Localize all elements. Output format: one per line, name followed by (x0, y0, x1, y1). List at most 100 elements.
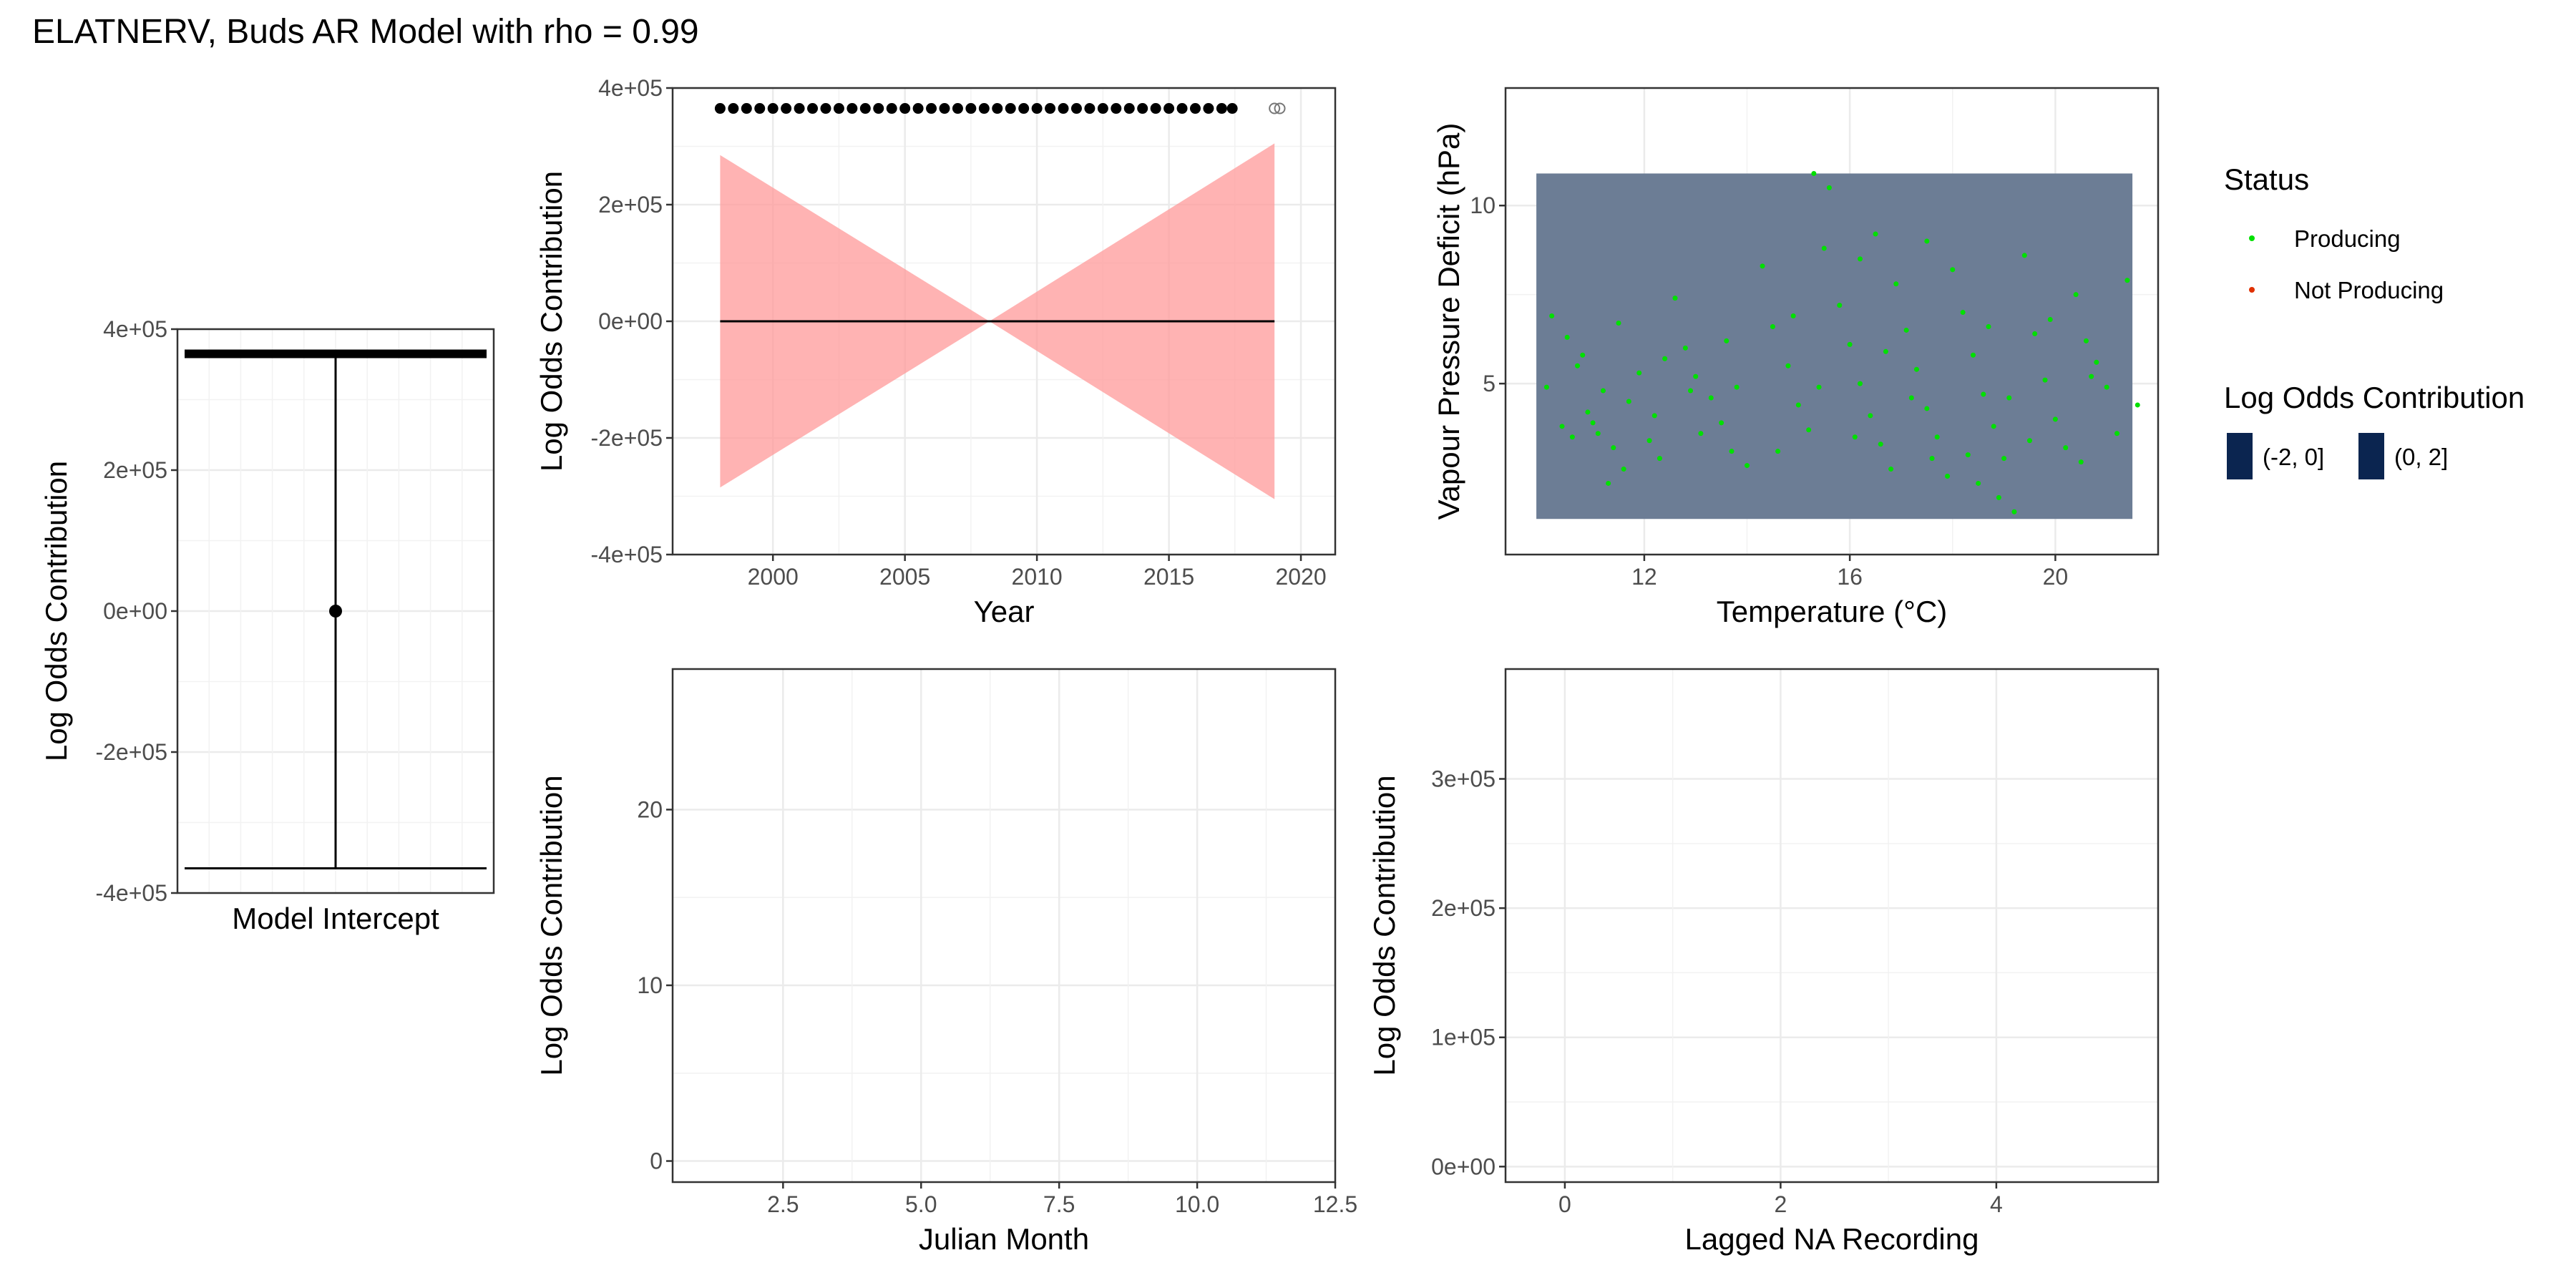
lagged-xtick-label: 2 (1774, 1191, 1787, 1217)
intercept-ytick-label: -4e+05 (95, 880, 167, 906)
temp-vpd-point (2001, 456, 2007, 462)
legend-neg-bin-key (2227, 433, 2253, 479)
temp-vpd-point (1908, 395, 1914, 401)
temp-vpd-point (1816, 384, 1822, 390)
year-rug-point (1058, 103, 1069, 114)
temp-vpd-point (1945, 474, 1951, 479)
year-y-axis-title: Log Odds Contribution (535, 171, 568, 472)
year-rug-point (728, 103, 739, 114)
temp-vpd-point (2032, 331, 2038, 336)
year-x-axis-title: Year (974, 595, 1035, 628)
year-xtick-label: 2005 (879, 564, 930, 590)
temp-vpd-point (1991, 424, 1996, 429)
year-rug-point (1018, 103, 1030, 114)
year-rug-point (965, 103, 977, 114)
lagged-x-axis-title: Lagged NA Recording (1685, 1222, 1979, 1256)
temp-vpd-point (2078, 459, 2084, 465)
year-rug-point (939, 103, 950, 114)
temp-vpd-point (1883, 348, 1888, 354)
year-rug-point (807, 103, 819, 114)
temp-vpd-point (1790, 313, 1796, 319)
temp-vpd-point (1719, 420, 1724, 426)
temp-vpd-point (1852, 434, 1858, 440)
temp-vpd-point (1729, 449, 1735, 454)
month-y-axis-title: Log Odds Contribution (535, 775, 568, 1075)
legend-producing-label: Producing (2294, 225, 2401, 252)
year-rug-point (1070, 103, 1082, 114)
temp-vpd-point (1559, 424, 1565, 429)
year-xtick-label: 2020 (1275, 564, 1326, 590)
year-rug-point (873, 103, 884, 114)
year-rug-point (833, 103, 844, 114)
legend-not-producing-label: Not Producing (2294, 277, 2444, 303)
temp-vpd-point (1580, 352, 1586, 358)
temp-vpd-point (1611, 445, 1616, 451)
temp-vpd-point (1616, 320, 1621, 326)
temp-vpd-point (1847, 341, 1853, 347)
temp-vpd-point (1934, 434, 1940, 440)
temp-vpd-point (1575, 363, 1581, 369)
temp-vpd-point (1775, 449, 1781, 454)
temp-vpd-point (1652, 413, 1657, 419)
temp-vpd-point (1590, 420, 1596, 426)
temp-vpd-point (1960, 310, 1966, 316)
month-ytick-label: 0 (650, 1148, 663, 1174)
year-rug-point (714, 103, 726, 114)
temp-vpd-point (1698, 431, 1704, 436)
year-rug-point (926, 103, 937, 114)
temp-vpd-point (1708, 395, 1714, 401)
temp-vpd-point (2021, 253, 2027, 258)
year-xtick-label: 2015 (1143, 564, 1194, 590)
temp-vpd-point (1636, 370, 1642, 376)
intercept-ytick-label: 4e+05 (103, 316, 167, 342)
figure-title: ELATNERV, Buds AR Model with rho = 0.99 (32, 13, 699, 51)
temp-vpd-point (1662, 356, 1668, 361)
temp-vpd-point (1543, 384, 1549, 390)
temp-vpd-point (2042, 377, 2048, 383)
year-rug-point (859, 103, 871, 114)
temp-vpd-point (2006, 395, 2012, 401)
temp_vpd-xtick-label: 16 (1837, 564, 1863, 590)
year-ytick-label: -4e+05 (590, 542, 663, 567)
month-ytick-label: 10 (637, 972, 663, 998)
temp-vpd-point (1785, 363, 1791, 369)
temp-vpd-point (1549, 313, 1555, 319)
legend-status-title: Status (2224, 162, 2309, 196)
temp-vpd-tile (1536, 173, 2133, 519)
year-rug-point (1097, 103, 1108, 114)
temp-vpd-point (1595, 431, 1601, 436)
year-rug-point (754, 103, 766, 114)
temp-vpd-point (1976, 480, 1981, 486)
temp-vpd-point (1837, 303, 1843, 308)
legend: Status Producing Not Producing Log Odds … (2224, 162, 2524, 479)
year-ytick-label: 2e+05 (598, 192, 663, 218)
year-rug-point (820, 103, 831, 114)
temp-vpd-point (1745, 463, 1750, 469)
year-rug-point (1005, 103, 1016, 114)
temp-vpd-point (2011, 509, 2017, 514)
temp-vpd-point (1672, 296, 1678, 301)
year-rug-point (1226, 103, 1238, 114)
legend-not-producing-key (2249, 287, 2255, 293)
month-panel-border (671, 668, 1337, 1184)
year-rug-point (1203, 103, 1214, 114)
legend-pos-bin-key (2358, 433, 2384, 479)
temp-vpd-point (2047, 317, 2053, 323)
intercept-ytick-label: 2e+05 (103, 457, 167, 483)
temp-vpd-point (2135, 402, 2140, 408)
temp-vpd-point (1903, 327, 1909, 333)
month-x-axis-title: Julian Month (919, 1222, 1089, 1256)
temp-vpd-point (1821, 245, 1827, 251)
temp-vpd-point (1806, 427, 1812, 433)
year-ytick-label: 4e+05 (598, 75, 663, 101)
month-panel (666, 668, 1337, 1189)
month-xtick-label: 12.5 (1313, 1191, 1357, 1217)
year-rug-point (1045, 103, 1056, 114)
temp-vpd-point (1600, 388, 1606, 394)
temp-vpd-point (1606, 480, 1611, 486)
temp-vpd-point (1970, 352, 1976, 358)
temp-vpd-point (1760, 263, 1765, 269)
year-rug-point (1176, 103, 1188, 114)
temp-vpd-point (2026, 438, 2032, 444)
